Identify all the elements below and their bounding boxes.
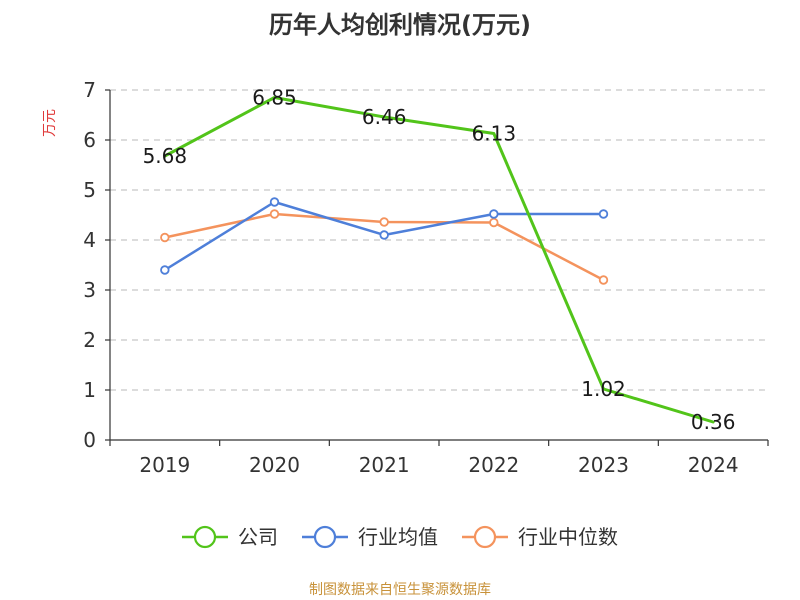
data-label: 0.36 [691, 410, 736, 434]
legend-marker [473, 525, 497, 549]
data-point [269, 197, 280, 207]
data-point [379, 230, 389, 240]
source-note: 制图数据来自恒生聚源数据库 [309, 582, 491, 598]
legend-marker [193, 525, 217, 549]
data-point [160, 265, 170, 275]
y-tick-label: 4 [83, 228, 96, 252]
data-point [379, 217, 389, 227]
series-2 [160, 209, 609, 285]
axes: 0 1 2 3 4 5 6 7 2019 2020 2021 2022 2023 2024 [83, 78, 769, 477]
x-tick-label: 2024 [688, 453, 739, 477]
y-tick-label: 0 [83, 428, 96, 452]
y-axis-label: 万元 [42, 109, 58, 137]
y-tick-label: 3 [83, 278, 96, 302]
data-point [598, 275, 609, 285]
series-line [163, 96, 715, 424]
y-tick-label: 2 [83, 328, 96, 352]
legend[interactable]: 公司 行业均值 行业中位数 [182, 525, 618, 549]
x-tick-label: 2019 [139, 453, 190, 477]
y-tick-label: 1 [83, 378, 96, 402]
data-point [269, 209, 280, 219]
series-0: 5.68 6.85 6.46 6.13 1.02 0.36 [143, 86, 736, 435]
data-point [598, 209, 609, 219]
legend-marker [313, 525, 337, 549]
x-tick-label: 2020 [249, 453, 300, 477]
x-tick-label: 2021 [359, 453, 410, 477]
legend-label: 行业均值 [358, 525, 438, 549]
series-group: 5.68 6.85 6.46 6.13 1.02 0.36 [143, 86, 736, 435]
legend-label: 行业中位数 [518, 525, 618, 549]
data-label: 6.13 [472, 122, 517, 146]
y-tick-label: 7 [83, 78, 96, 102]
legend-item-0[interactable]: 公司 [182, 525, 278, 549]
legend-item-2[interactable]: 行业中位数 [462, 525, 618, 549]
x-tick-label: 2022 [468, 453, 519, 477]
legend-item-1[interactable]: 行业均值 [302, 525, 438, 549]
y-tick-label: 6 [83, 128, 96, 152]
series-1 [160, 197, 609, 275]
legend-label: 公司 [238, 525, 278, 549]
chart-title: 历年人均创利情况(万元) [269, 11, 531, 39]
data-label: 5.68 [143, 144, 188, 168]
data-label: 1.02 [581, 377, 626, 401]
data-point [489, 217, 499, 228]
data-label: 6.46 [362, 105, 407, 129]
data-point [160, 232, 170, 243]
y-tick-label: 5 [83, 178, 96, 202]
gridlines [110, 89, 768, 391]
x-tick-label: 2023 [578, 453, 629, 477]
data-point [489, 209, 499, 219]
data-label: 6.85 [252, 86, 297, 110]
